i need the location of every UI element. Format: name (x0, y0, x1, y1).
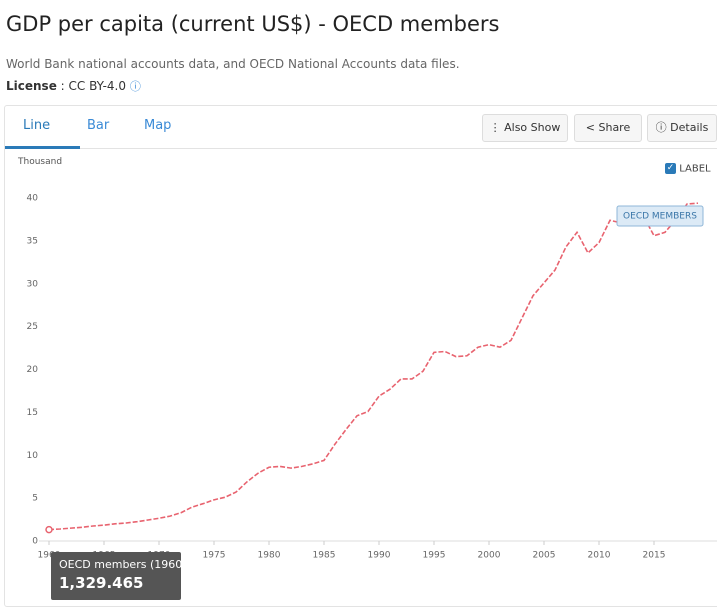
series-line (48, 202, 699, 531)
info-icon[interactable]: ⓘ (129, 80, 141, 93)
button-label: Details (670, 121, 709, 134)
tab-bar[interactable]: Bar (87, 118, 110, 133)
license-value: : CC BY-4.0 (60, 79, 126, 93)
x-tick-label: 1960 (38, 551, 61, 561)
tab-divider (5, 148, 717, 149)
y-tick-label: 35 (27, 236, 38, 246)
subtitle: World Bank national accounts data, and O… (6, 57, 460, 71)
series-label-box (616, 205, 704, 227)
y-tick-label: 40 (27, 194, 39, 204)
y-tick-label: 25 (27, 322, 38, 332)
license: License : CC BY-4.0 ⓘ (6, 78, 141, 94)
y-tick-label: 30 (27, 279, 39, 289)
tab-underline (5, 146, 80, 149)
share-button[interactable]: < Share (574, 114, 642, 142)
tab-map[interactable]: Map (144, 118, 172, 133)
x-tick-label: 2005 (533, 551, 556, 561)
y-tick-label: 0 (32, 537, 38, 547)
y-tick-label: 20 (27, 365, 39, 375)
label-toggle[interactable]: ✓ LABEL (665, 163, 711, 175)
x-tick-label: 1995 (423, 551, 446, 561)
x-tick-label: 2010 (588, 551, 611, 561)
x-tick-label: 2000 (478, 551, 501, 561)
x-tick-label: 1975 (203, 551, 226, 561)
x-tick-label: 1990 (368, 551, 391, 561)
tooltip-value: 1,329.465 (59, 574, 144, 592)
x-tick-label: 1980 (258, 551, 281, 561)
tooltip: OECD members (1960) 1,329.465 (51, 552, 187, 600)
toggle-text: LABEL (679, 163, 711, 175)
y-tick-label: 10 (27, 451, 39, 461)
x-tick-label: 1985 (313, 551, 336, 561)
details-button[interactable]: ⓘ Details (647, 114, 717, 142)
y-unit: Thousand (18, 157, 63, 167)
button-label: Share (598, 121, 631, 134)
y-tick-label: 5 (32, 494, 38, 504)
tab-line[interactable]: Line (23, 118, 51, 133)
page-title: GDP per capita (current US$) - OECD memb… (6, 12, 500, 36)
also-show-button[interactable]: ⋮ Also Show (482, 114, 568, 142)
license-label: License (6, 79, 57, 93)
y-tick-label: 15 (27, 408, 38, 418)
active-point (45, 525, 53, 534)
x-tick-label: 2015 (643, 551, 666, 561)
button-label: Also Show (504, 121, 561, 134)
tooltip-title: OECD members (1960) (59, 558, 187, 571)
series-label: OECD MEMBERS (623, 212, 697, 222)
